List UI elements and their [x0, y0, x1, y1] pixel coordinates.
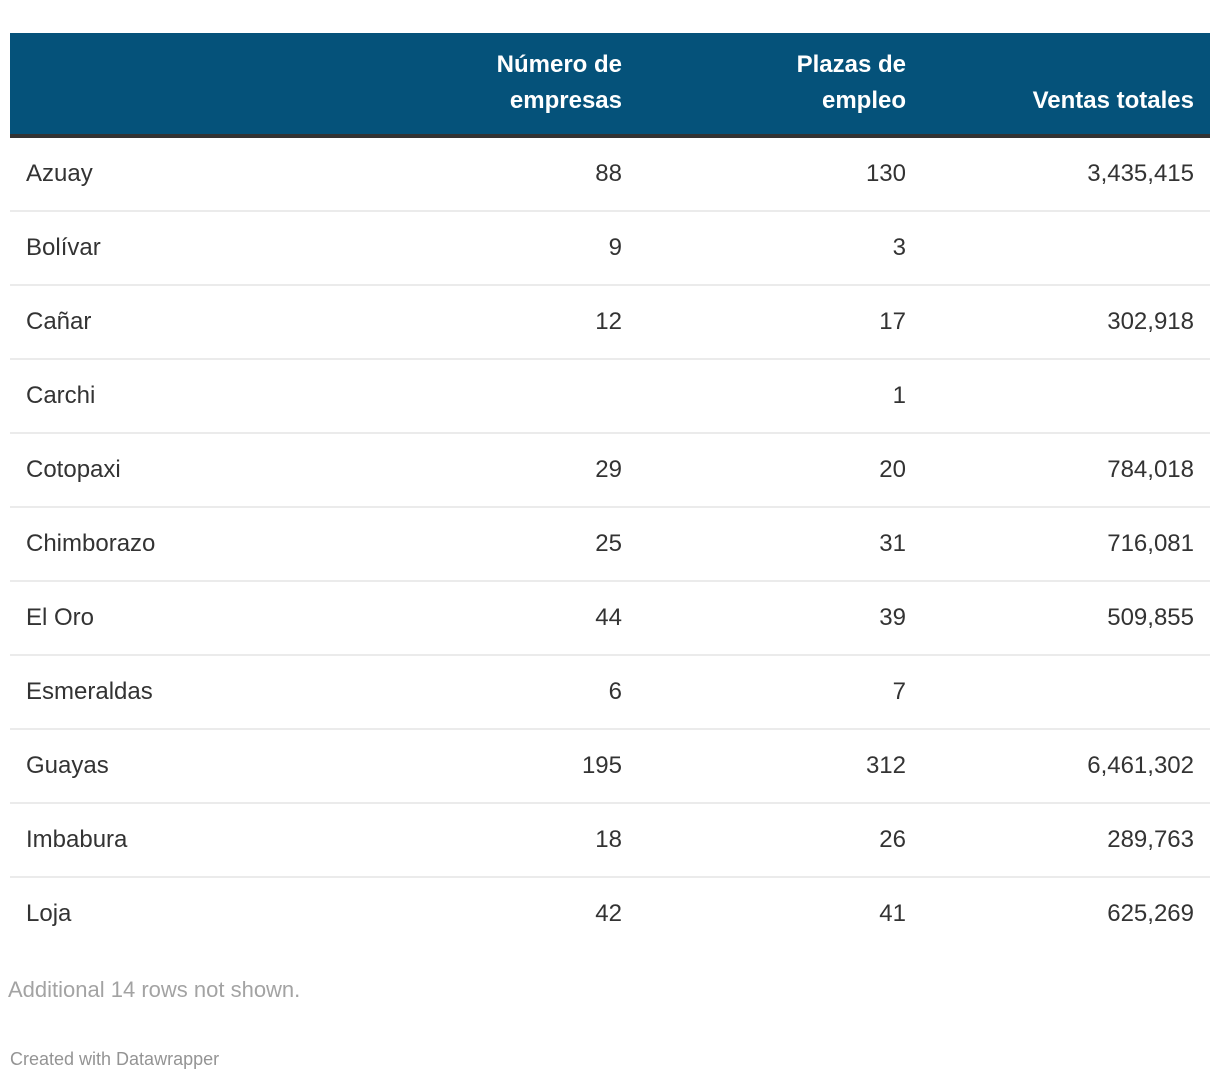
- empresas-cell: 44: [422, 581, 622, 656]
- row-label-cell: Guayas: [10, 729, 422, 804]
- ventas-cell: 3,435,415: [906, 136, 1210, 212]
- ventas-cell: 302,918: [906, 285, 1210, 360]
- row-label-cell: Bolívar: [10, 211, 422, 286]
- column-header-plazas: Plazas de empleo: [622, 33, 906, 138]
- empresas-cell: 88: [422, 136, 622, 212]
- empresas-cell: 25: [422, 507, 622, 582]
- column-header-label: Plazas de empleo: [796, 51, 906, 114]
- empresas-cell: 12: [422, 285, 622, 360]
- column-header-label: Número de empresas: [496, 51, 622, 114]
- plazas-cell: 3: [622, 211, 906, 286]
- table-row: El Oro 44 39 509,855: [10, 581, 1210, 656]
- ventas-cell: [906, 211, 1210, 286]
- empresas-cell: 195: [422, 729, 622, 804]
- data-table: Número de empresas Plazas de empleo Vent…: [10, 33, 1210, 950]
- plazas-cell: 312: [622, 729, 906, 804]
- ventas-cell: [906, 655, 1210, 730]
- table-row: Azuay 88 130 3,435,415: [10, 136, 1210, 212]
- ventas-cell: 784,018: [906, 433, 1210, 508]
- table-row: Cañar 12 17 302,918: [10, 285, 1210, 360]
- empresas-cell: 42: [595, 900, 622, 927]
- table-row: Imbabura 18 26 289,763: [10, 803, 1210, 878]
- row-label-cell: Imbabura: [10, 803, 422, 878]
- empresas-cell: 18: [422, 803, 622, 878]
- row-label-cell: Cañar: [10, 285, 422, 360]
- plazas-cell: 31: [622, 507, 906, 582]
- table-body: Azuay 88 130 3,435,415 Bolívar 9 3 Cañar 12 17 302…: [10, 136, 1210, 950]
- plazas-cell: 130: [622, 136, 906, 212]
- datawrapper-attribution: Created with Datawrapper: [10, 1049, 220, 1069]
- row-label-cell: Azuay: [10, 136, 422, 212]
- additional-rows-note: Additional 14 rows not shown.: [8, 977, 301, 1002]
- table-row: Bolívar 9 3: [10, 211, 1210, 286]
- table-row: Cotopaxi 29 20 784,018: [10, 433, 1210, 508]
- row-label-cell: Carchi: [10, 359, 422, 434]
- ventas-cell: 625,269: [1107, 900, 1194, 927]
- plazas-cell: 1: [622, 359, 906, 434]
- empresas-cell: 6: [422, 655, 622, 730]
- column-header-empresas: Número de empresas: [422, 33, 622, 138]
- header-row: Número de empresas Plazas de empleo Vent…: [10, 33, 1210, 138]
- ventas-cell: 716,081: [906, 507, 1210, 582]
- ventas-cell: 6,461,302: [906, 729, 1210, 804]
- empresas-cell: 29: [422, 433, 622, 508]
- row-label-cell: Esmeraldas: [10, 655, 422, 730]
- table-row: Chimborazo 25 31 716,081: [10, 507, 1210, 582]
- plazas-cell: 7: [622, 655, 906, 730]
- column-header-ventas: Ventas totales: [906, 33, 1210, 138]
- column-header-label: Ventas totales: [1032, 87, 1194, 114]
- row-label-cell: Loja: [26, 900, 72, 927]
- table-row: Loja 42 41 625,269: [10, 877, 1210, 950]
- table-row: Esmeraldas 6 7: [10, 655, 1210, 730]
- row-label-cell: Chimborazo: [10, 507, 422, 582]
- table-row: Guayas 195 312 6,461,302: [10, 729, 1210, 804]
- row-label-cell: Cotopaxi: [10, 433, 422, 508]
- table-row: Carchi 1: [10, 359, 1210, 434]
- row-label-cell: El Oro: [10, 581, 422, 656]
- plazas-cell: 20: [622, 433, 906, 508]
- ventas-cell: 289,763: [906, 803, 1210, 878]
- empresas-cell: 9: [422, 211, 622, 286]
- plazas-cell: 17: [622, 285, 906, 360]
- table-header: Número de empresas Plazas de empleo Vent…: [10, 33, 1210, 138]
- plazas-cell: 39: [622, 581, 906, 656]
- empresas-cell: [422, 359, 622, 434]
- ventas-cell: 509,855: [906, 581, 1210, 656]
- ventas-cell: [906, 359, 1210, 434]
- corner-header-cell: [10, 33, 422, 138]
- plazas-cell: 41: [879, 900, 906, 927]
- plazas-cell: 26: [622, 803, 906, 878]
